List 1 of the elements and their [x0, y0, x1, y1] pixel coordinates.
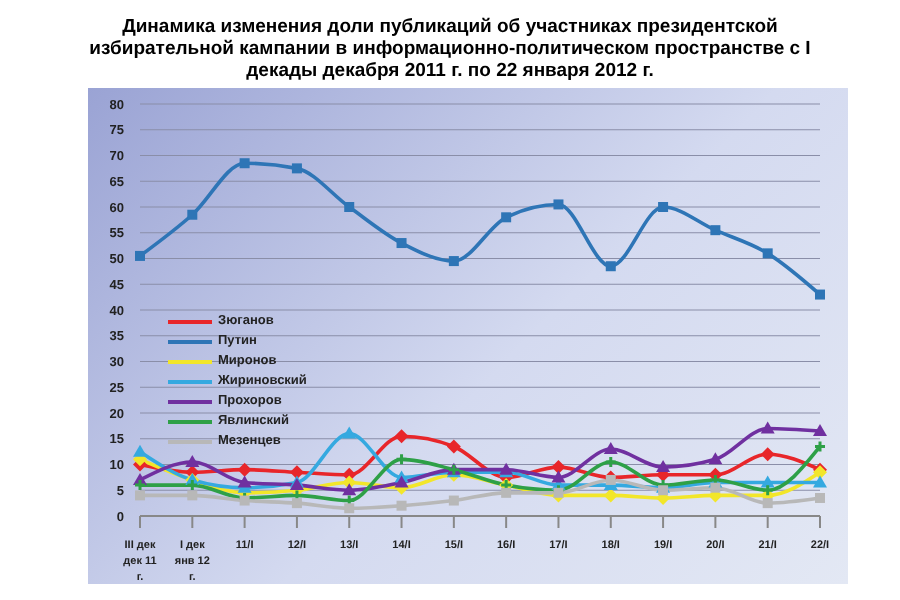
chart-title: Динамика изменения доли публикаций об участниках президентской избирательной кампании в информационно-политическом пространстве с I декады декабря 2011 г. по 22 января 2012 г.: [87, 16, 813, 86]
